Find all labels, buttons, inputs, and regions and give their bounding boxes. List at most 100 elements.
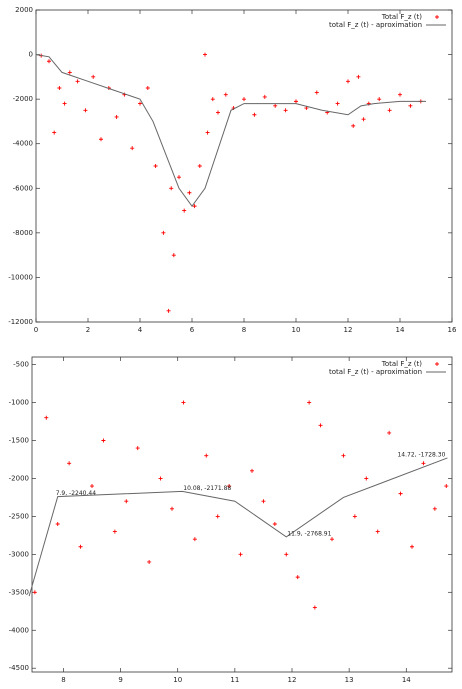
data-point <box>67 70 72 75</box>
x-tick-label: 14 <box>396 326 405 334</box>
y-tick-label: -3000 <box>9 550 29 558</box>
y-tick-label: -500 <box>13 361 29 369</box>
data-point <box>364 476 369 481</box>
data-point <box>262 94 267 99</box>
data-point <box>147 559 152 564</box>
data-point <box>421 461 426 466</box>
data-point <box>44 415 49 420</box>
data-point <box>261 499 266 504</box>
y-tick-label: -12000 <box>8 318 33 326</box>
data-point <box>57 86 62 90</box>
data-point <box>52 130 57 135</box>
y-tick-label: -10000 <box>8 273 33 281</box>
data-point <box>351 123 356 128</box>
data-point <box>352 514 357 519</box>
data-point <box>252 112 257 117</box>
y-tick-label: -1000 <box>9 399 29 407</box>
data-point <box>181 400 186 405</box>
x-tick-label: 16 <box>448 326 457 334</box>
data-point <box>408 103 413 108</box>
data-point <box>101 438 106 443</box>
annotation: 10.08, -2171.88 <box>183 485 231 492</box>
data-point <box>169 186 174 191</box>
chart: -4500 -4000 -3500 -3000 -2500 -2000 -1500 -1000… <box>9 356 453 684</box>
data-point <box>242 97 246 102</box>
data-point <box>377 97 382 102</box>
x-tick-label: 8 <box>242 326 246 334</box>
legend-symbol <box>435 15 439 19</box>
x-tick-label: 10 <box>173 676 182 684</box>
data-point <box>177 175 181 180</box>
data-point <box>444 484 449 489</box>
data-point <box>124 499 129 504</box>
annotation: 14.72, -1728.30 <box>397 451 445 458</box>
legend-label: total F_z (t) - aproximation <box>329 21 422 29</box>
data-point <box>55 521 60 526</box>
x-tick-label: 11 <box>230 676 239 684</box>
y-tick-label: -4500 <box>9 664 29 672</box>
legend-label: Total F_z (t) <box>381 360 422 368</box>
data-point <box>203 52 207 57</box>
data-point <box>170 506 174 511</box>
data-point <box>398 491 403 496</box>
legend-symbol <box>435 362 439 366</box>
data-point <box>375 529 380 534</box>
data-point <box>223 92 228 97</box>
data-point <box>78 544 83 549</box>
data-point <box>307 400 312 405</box>
x-tick-label: 6 <box>190 326 195 334</box>
data-point <box>62 101 67 106</box>
data-point <box>410 544 414 549</box>
data-point <box>361 117 366 122</box>
data-point <box>387 108 392 113</box>
x-tick-label: 12 <box>288 676 297 684</box>
y-tick-label: -4000 <box>13 140 33 148</box>
data-point <box>112 529 117 534</box>
x-tick-label: 12 <box>344 326 353 334</box>
data-point <box>161 230 166 235</box>
data-point <box>67 461 72 466</box>
x-tick-label: 10 <box>292 326 301 334</box>
data-point <box>283 108 288 113</box>
data-point <box>145 86 150 90</box>
x-tick-label: 4 <box>138 326 143 334</box>
data-point <box>273 103 278 108</box>
plot-frame <box>35 9 453 323</box>
data-point <box>295 575 300 580</box>
x-tick-label: 0 <box>34 326 38 334</box>
data-point <box>166 308 171 313</box>
data-point <box>47 59 51 64</box>
x-tick-label: 9 <box>118 676 122 684</box>
data-point <box>192 537 197 542</box>
data-point <box>215 514 220 519</box>
data-point <box>204 453 209 458</box>
y-tick-label: -8000 <box>13 229 33 237</box>
x-tick-label: 2 <box>86 326 90 334</box>
chart: -12000 -10000 -8000 -6000 -4000 -2000 0 2000 0 2 4… <box>8 6 457 334</box>
data-point <box>197 164 202 168</box>
data-point <box>318 423 323 428</box>
data-point <box>272 521 277 526</box>
data-point <box>330 537 334 542</box>
y-tick-label: -3500 <box>9 588 29 596</box>
x-tick-label: 8 <box>61 676 65 684</box>
y-tick-label: -4000 <box>9 626 29 634</box>
approximation-line <box>28 457 448 597</box>
data-point <box>356 74 361 79</box>
data-point <box>432 506 437 511</box>
x-tick-label: 13 <box>345 676 354 684</box>
data-point <box>284 552 289 557</box>
data-point <box>158 476 163 481</box>
data-point <box>294 99 298 104</box>
data-point <box>250 468 254 473</box>
data-point <box>398 92 402 97</box>
data-point <box>192 204 197 209</box>
data-point <box>182 208 187 213</box>
legend-label: total F_z (t) - aproximation <box>329 368 422 376</box>
y-tick-label: -2500 <box>9 512 29 520</box>
data-point <box>314 90 319 95</box>
approximation-line <box>35 54 426 207</box>
y-tick-label: -1500 <box>9 436 29 444</box>
legend-label: Total F_z (t) <box>381 13 422 21</box>
